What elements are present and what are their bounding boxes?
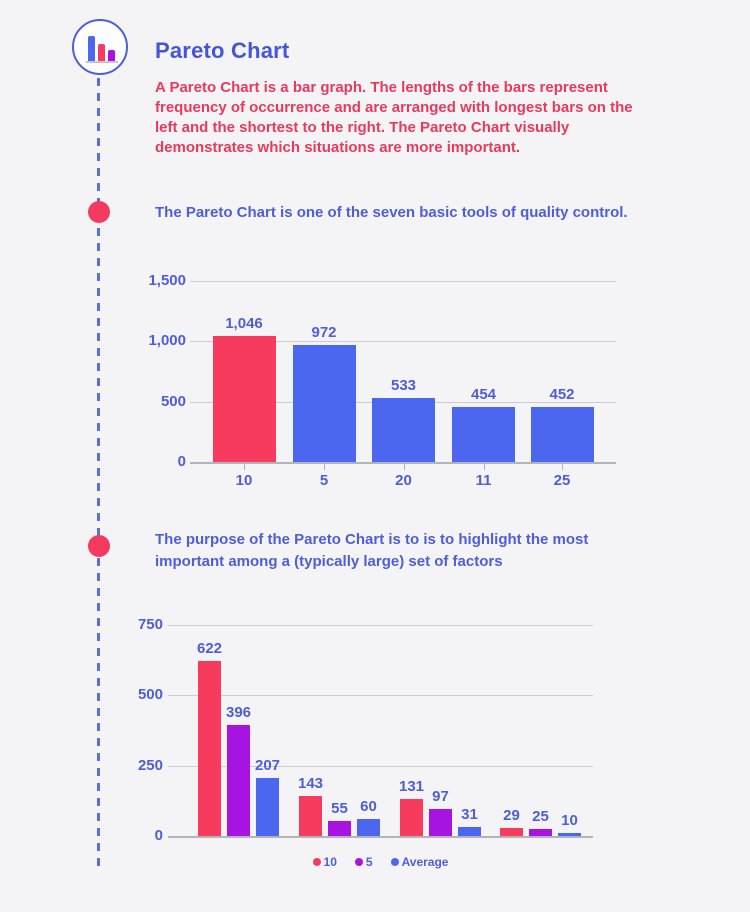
legend-dot	[312, 858, 321, 866]
page-title: Pareto Chart	[155, 38, 290, 63]
timeline-dashed-line	[97, 78, 100, 870]
bar-value-label: 10	[561, 812, 578, 830]
section2-caption: The purpose of the Pareto Chart is to is…	[155, 531, 589, 570]
legend-item: 10	[312, 855, 337, 869]
bar-value-label: 454	[470, 386, 497, 404]
x-axis-label: 11	[475, 472, 492, 489]
bar	[299, 795, 322, 836]
y-axis-label: 500	[137, 686, 163, 704]
x-axis-label: 25	[553, 472, 571, 489]
bar-value-label: 207	[254, 756, 281, 774]
legend-dot	[354, 858, 363, 866]
bar-chart-icon	[72, 19, 128, 75]
description-text: A Pareto Chart is a bar graph. The lengt…	[155, 79, 633, 156]
bar-value-label: 25	[532, 807, 549, 825]
legend-label: 5	[365, 855, 373, 869]
bar	[452, 407, 515, 462]
bar	[558, 833, 581, 836]
x-axis-label: 10	[235, 472, 253, 489]
grid-line	[190, 281, 616, 282]
bar	[400, 799, 423, 836]
grid-line	[168, 695, 593, 697]
bar	[500, 827, 523, 836]
y-axis-label: 250	[137, 756, 163, 774]
y-axis-label: 750	[137, 616, 163, 633]
legend-dot	[390, 858, 399, 866]
bar	[292, 344, 356, 462]
bar-value-label: 972	[311, 323, 337, 341]
chart-legend: 10 5 Average	[168, 855, 593, 869]
bar-value-label: 31	[461, 806, 478, 824]
grid-line	[190, 462, 616, 464]
bar-value-label: 533	[390, 376, 417, 394]
icon-bar-purple	[108, 50, 115, 61]
bar-value-label: 143	[297, 774, 324, 792]
y-axis-label: 0	[177, 453, 186, 470]
bar	[372, 397, 435, 462]
bar	[530, 407, 594, 462]
y-axis-label: 0	[154, 827, 163, 844]
bar-value-label: 131	[398, 778, 425, 796]
timeline-dot-1	[88, 201, 110, 223]
grid-line	[168, 625, 593, 626]
bar-value-label: 452	[549, 386, 575, 404]
grid-line	[190, 341, 616, 343]
x-axis-tick	[403, 464, 405, 470]
icon-bar-red	[98, 44, 105, 61]
y-axis-label: 1,500	[148, 272, 186, 289]
legend-item: 5	[354, 855, 373, 869]
pareto-chart-2: 0 250 500 750 622 396 207 143 55 60 131 97 31 29 25 10 1…	[130, 610, 635, 885]
bar	[429, 808, 452, 836]
x-axis-tick	[483, 464, 485, 470]
legend-label: Average	[401, 855, 449, 869]
bar-value-label: 622	[196, 640, 223, 657]
bar-value-label: 29	[503, 806, 520, 824]
y-axis-label: 500	[160, 392, 186, 410]
timeline-dot-2	[88, 535, 110, 557]
x-axis-label: 20	[395, 472, 412, 489]
legend-item: Average	[390, 855, 449, 869]
bar	[328, 820, 351, 836]
bar	[357, 819, 380, 836]
bar-value-label: 97	[432, 787, 449, 805]
bar	[529, 828, 552, 836]
legend-label: 10	[323, 855, 337, 869]
bar	[212, 335, 276, 462]
x-axis-tick	[244, 464, 245, 470]
bar	[458, 827, 481, 836]
bar-chart-icon-bars	[86, 33, 118, 63]
bar	[227, 724, 250, 836]
grid-line	[168, 765, 593, 767]
y-axis-label: 1,000	[148, 332, 186, 350]
x-axis-label: 5	[319, 472, 329, 489]
pareto-chart-1: 0 500 1,000 1,500 1,046 10 972 5 533 20 454 11 452 25	[130, 262, 635, 507]
bar	[198, 661, 221, 836]
grid-line	[168, 836, 593, 838]
bar	[256, 777, 279, 836]
section1-caption: The Pareto Chart is one of the seven bas…	[155, 204, 628, 221]
x-axis-tick	[562, 464, 563, 470]
bar-value-label: 396	[225, 703, 252, 721]
bar-value-label: 1,046	[225, 314, 263, 332]
bar-value-label: 55	[331, 799, 348, 817]
bar-value-label: 60	[360, 798, 377, 816]
icon-bar-blue	[88, 36, 95, 61]
icon-baseline	[86, 61, 118, 63]
x-axis-tick	[324, 464, 325, 470]
